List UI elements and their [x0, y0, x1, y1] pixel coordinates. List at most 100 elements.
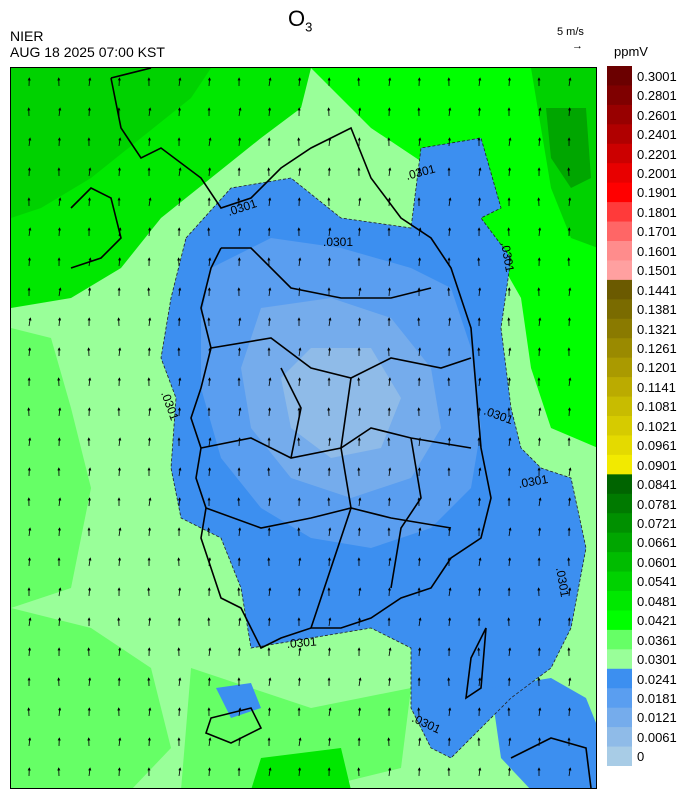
legend-labels: 0.3001 0.2801 0.2601 0.2401 0.2201 0.2001 0.19…: [637, 66, 692, 786]
wind-arrow-icon: [208, 137, 212, 147]
legend-label: 0.1601: [637, 243, 677, 259]
wind-arrow-icon: [118, 227, 122, 237]
wind-arrow-icon: [58, 587, 62, 597]
wind-arrow-icon: [28, 527, 32, 537]
wind-arrow-icon: [327, 647, 332, 657]
wind-arrow-icon: [538, 227, 542, 237]
wind-arrow-icon: [297, 677, 302, 687]
wind-arrow-icon: [388, 467, 392, 477]
wind-arrow-icon: [478, 467, 482, 477]
wind-arrow-icon: [118, 527, 122, 537]
wind-arrow-icon: [297, 77, 302, 87]
wind-arrow-icon: [298, 467, 302, 477]
wind-arrow-icon: [387, 677, 392, 687]
wind-arrow-icon: [508, 527, 512, 537]
wind-arrow-icon: [478, 77, 482, 87]
wind-arrow-icon: [178, 587, 182, 597]
wind-arrow-icon: [88, 377, 92, 387]
wind-arrow-icon: [568, 197, 572, 207]
wind-arrow-icon: [297, 377, 302, 387]
green-zones: [11, 68, 596, 788]
wind-arrow-icon: [267, 707, 272, 717]
wind-arrow-icon: [28, 737, 32, 747]
wind-arrow-icon: [117, 767, 121, 777]
wind-arrow-icon: [177, 497, 182, 507]
legend-label: 0.1501: [637, 263, 677, 279]
legend-label: 0.0721: [637, 515, 677, 531]
wind-arrow-icon: [117, 257, 122, 267]
wind-arrow-icon: [58, 107, 62, 117]
legend-swatch: [607, 338, 632, 359]
wind-arrow-icon: [118, 737, 122, 747]
legend-label: 0.0781: [637, 496, 677, 512]
wind-arrow-icon: [207, 767, 212, 777]
legend-label: 0.1081: [637, 399, 677, 415]
wind-arrow-icon: [418, 527, 422, 537]
wind-arrow-icon: [358, 287, 362, 297]
legend-label: 0.1901: [637, 185, 677, 201]
wind-arrow-icon: [88, 767, 92, 777]
wind-arrow-icon: [478, 677, 482, 687]
wind-arrow-icon: [477, 107, 482, 117]
contour-label: .0301: [323, 235, 353, 249]
wind-arrow-icon: [27, 647, 32, 657]
wind-arrow-icon: [417, 167, 422, 177]
wind-arrow-icon: [477, 587, 482, 597]
wind-arrow-icon: [327, 347, 332, 357]
wind-arrow-icon: [297, 287, 302, 297]
wind-arrow-icon: [567, 407, 572, 417]
wind-arrow-icon: [568, 677, 572, 687]
legend-swatch: [607, 474, 632, 495]
wind-vectors: [27, 77, 572, 777]
legend-swatch: [607, 493, 632, 514]
wind-arrow-icon: [538, 617, 542, 627]
legend-swatch: [607, 299, 632, 320]
wind-arrow-icon: [327, 557, 331, 567]
legend-swatch: [607, 279, 632, 300]
wind-arrow-icon: [147, 527, 152, 537]
wind-arrow-icon: [178, 377, 182, 387]
wind-arrow-icon: [508, 257, 512, 267]
wind-arrow-icon: [567, 497, 572, 507]
wind-arrow-icon: [237, 437, 242, 447]
wind-arrow-icon: [298, 557, 302, 567]
wind-arrow-icon: [117, 77, 121, 87]
chart-title: O3: [288, 6, 313, 35]
wind-arrow-icon: [58, 197, 62, 207]
wind-arrow-icon: [118, 347, 122, 357]
wind-arrow-icon: [357, 617, 362, 627]
wind-arrow-icon: [298, 347, 302, 357]
wind-arrow-icon: [177, 407, 182, 417]
wind-arrow-icon: [507, 77, 512, 87]
legend-swatch: [607, 143, 632, 164]
wind-arrow-icon: [58, 707, 62, 717]
legend-swatch: [607, 163, 632, 184]
wind-arrow-icon: [268, 677, 272, 687]
contour-line: [160, 137, 587, 759]
wind-arrow-icon: [388, 557, 392, 567]
wind-arrow-icon: [148, 197, 152, 207]
agency-label: NIER: [10, 28, 44, 44]
wind-arrow-icon: [478, 287, 482, 297]
wind-arrow-icon: [388, 77, 392, 87]
legend-swatch: [607, 202, 632, 223]
wind-arrow-icon: [57, 317, 62, 327]
wind-arrow-icon: [448, 707, 452, 717]
wind-arrow-icon: [28, 317, 32, 327]
wind-arrow-icon: [178, 467, 182, 477]
wind-arrow-icon: [538, 407, 542, 417]
wind-arrow-icon: [418, 737, 422, 747]
wind-arrow-icon: [448, 197, 452, 207]
wind-arrow-icon: [418, 137, 422, 147]
wind-arrow-icon: [148, 497, 152, 507]
wind-arrow-icon: [117, 467, 122, 477]
legend-swatch: [607, 104, 632, 125]
wind-arrow-icon: [118, 647, 122, 657]
wind-arrow-icon: [238, 107, 242, 117]
wind-arrow-icon: [567, 107, 572, 117]
wind-arrow-icon: [328, 707, 332, 717]
contour-labels: .0301 .0301 .0301 .0301 .0301 .0301 .030…: [158, 162, 572, 737]
wind-arrow-icon: [297, 767, 302, 777]
wind-arrow-icon: [478, 767, 482, 777]
wind-arrow-icon: [298, 647, 302, 657]
